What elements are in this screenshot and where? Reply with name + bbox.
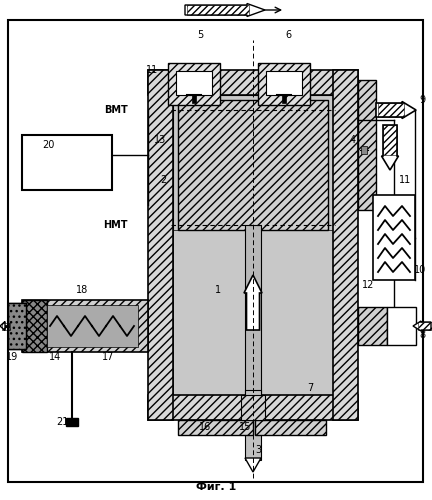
Text: 6: 6 [285, 30, 291, 40]
Text: 10: 10 [414, 265, 426, 275]
Text: 9: 9 [419, 95, 425, 105]
Bar [241, 395, 265, 420]
Bar [173, 95, 333, 395]
Text: 11: 11 [399, 175, 411, 185]
Bar [176, 71, 212, 95]
Bar [178, 420, 253, 435]
FancyArrow shape [376, 102, 416, 118]
Text: ВМТ: ВМТ [104, 105, 128, 115]
Text: 18: 18 [76, 285, 88, 295]
Bar [22, 300, 47, 352]
Bar [192, 95, 196, 103]
Bar [255, 420, 326, 435]
Bar [245, 390, 261, 460]
FancyArrow shape [381, 125, 398, 170]
Text: 11: 11 [146, 65, 158, 75]
FancyArrow shape [0, 322, 5, 330]
Text: 16: 16 [199, 422, 211, 432]
Text: 8: 8 [419, 330, 425, 340]
Text: 4: 4 [350, 135, 356, 145]
Bar [378, 103, 404, 117]
Bar [178, 100, 328, 230]
Text: 19: 19 [6, 352, 18, 362]
Text: 17: 17 [102, 352, 114, 362]
Bar [168, 63, 220, 105]
Bar [361, 146, 367, 154]
Bar [358, 307, 387, 345]
Text: 15: 15 [239, 422, 251, 432]
Bar [148, 395, 358, 420]
Text: Фиг. 1: Фиг. 1 [196, 482, 236, 492]
Text: 2: 2 [160, 175, 166, 185]
Bar [148, 70, 173, 420]
Bar [383, 125, 397, 155]
Bar [418, 322, 432, 330]
Text: 5: 5 [197, 30, 203, 40]
Bar [266, 71, 302, 95]
Bar [8, 303, 26, 349]
Bar [258, 63, 310, 105]
Bar [333, 70, 358, 420]
Bar [387, 307, 416, 345]
FancyArrow shape [185, 4, 265, 16]
Text: 3: 3 [255, 445, 261, 455]
Bar [282, 95, 286, 103]
Text: 7: 7 [307, 383, 313, 393]
Bar [22, 300, 148, 352]
Bar [173, 230, 333, 395]
Bar [47, 305, 138, 347]
Text: 21: 21 [56, 417, 68, 427]
Bar [245, 225, 261, 395]
Bar [2, 323, 10, 330]
Bar [8, 303, 26, 349]
Bar [66, 418, 78, 426]
Bar [187, 5, 249, 15]
Text: 12: 12 [362, 280, 374, 290]
Bar [358, 80, 376, 210]
Text: 13: 13 [154, 135, 166, 145]
Bar [373, 195, 415, 280]
FancyArrow shape [413, 321, 431, 331]
Bar [148, 70, 358, 95]
Text: 20: 20 [42, 140, 54, 150]
Polygon shape [245, 458, 261, 472]
FancyArrow shape [244, 275, 262, 330]
Text: 1: 1 [215, 285, 221, 295]
Bar [22, 135, 112, 190]
Text: НМТ: НМТ [104, 220, 128, 230]
Text: 14: 14 [49, 352, 61, 362]
